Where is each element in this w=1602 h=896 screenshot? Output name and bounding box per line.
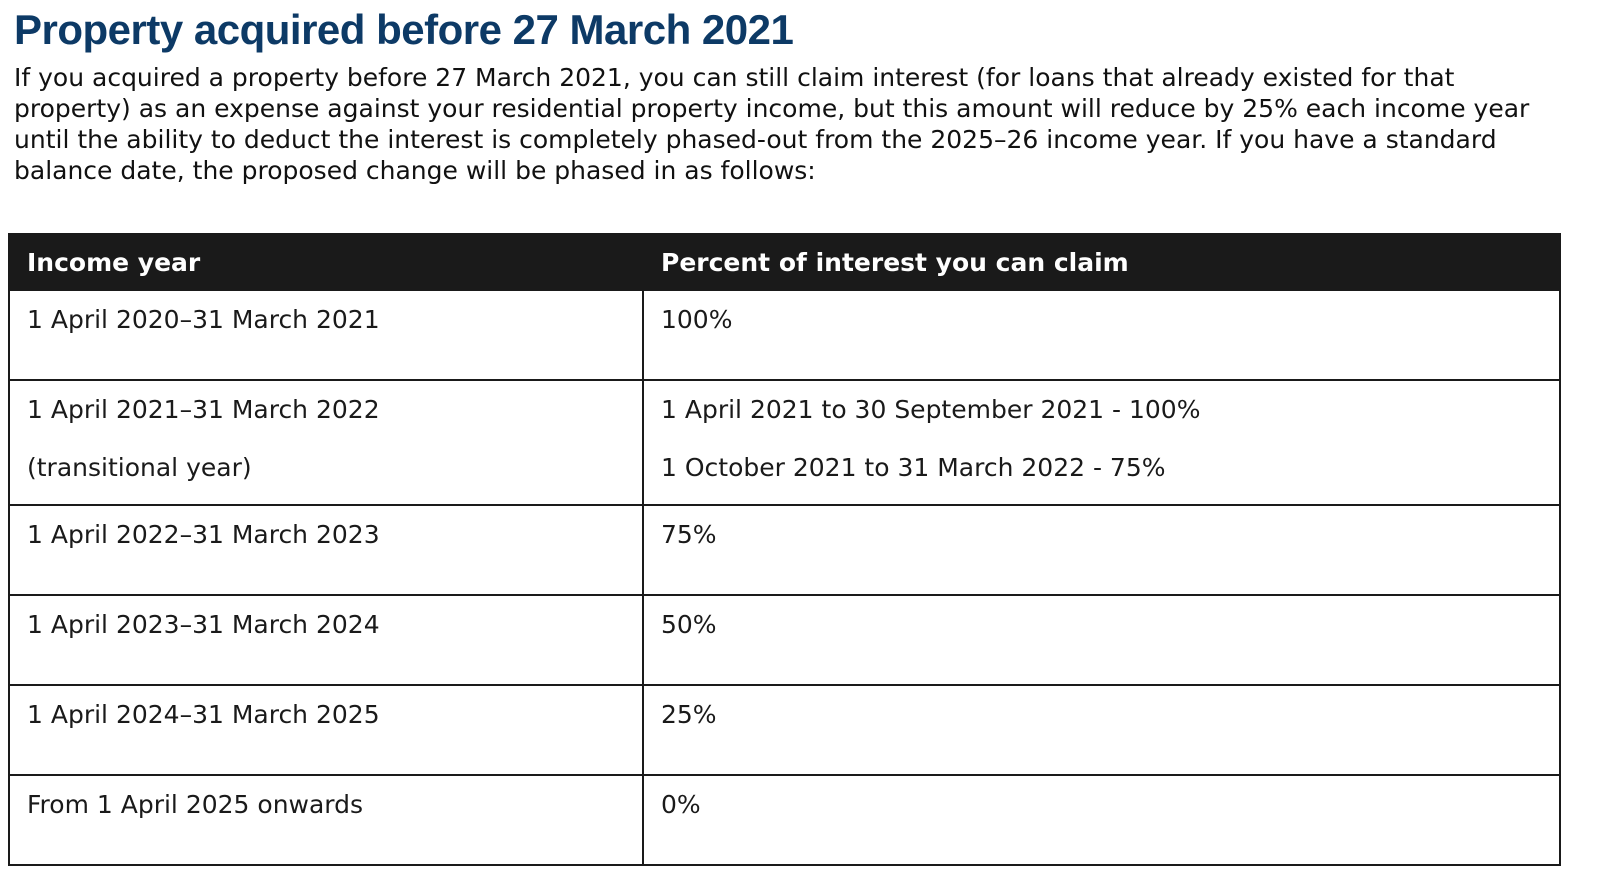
income-year-cell: 1 April 2024–31 March 2025 [8, 684, 644, 776]
table-row: 1 April 2020–31 March 2021 100% [8, 289, 1561, 381]
table-row: From 1 April 2025 onwards 0% [8, 774, 1561, 866]
income-year-text: 1 April 2021–31 March 2022 [27, 395, 380, 424]
percent-cell: 100% [642, 289, 1561, 381]
income-year-cell: 1 April 2021–31 March 2022 (transitional… [8, 379, 644, 506]
page-title: Property acquired before 27 March 2021 [14, 6, 794, 53]
column-header-income-year: Income year [8, 233, 644, 291]
table-row: 1 April 2022–31 March 2023 75% [8, 504, 1561, 596]
table-row: 1 April 2023–31 March 2024 50% [8, 594, 1561, 686]
income-year-cell: 1 April 2022–31 March 2023 [8, 504, 644, 596]
income-year-cell: 1 April 2023–31 March 2024 [8, 594, 644, 686]
percent-cell: 0% [642, 774, 1561, 866]
interest-deduction-table: Income year Percent of interest you can … [8, 233, 1561, 866]
percent-text-line-2: 1 October 2021 to 31 March 2022 - 75% [661, 453, 1166, 482]
percent-cell: 50% [642, 594, 1561, 686]
table-row: 1 April 2021–31 March 2022 (transitional… [8, 379, 1561, 506]
income-year-note: (transitional year) [27, 453, 252, 482]
percent-cell: 75% [642, 504, 1561, 596]
income-year-cell: 1 April 2020–31 March 2021 [8, 289, 644, 381]
intro-paragraph: If you acquired a property before 27 Mar… [14, 63, 1530, 185]
percent-cell: 1 April 2021 to 30 September 2021 - 100%… [642, 379, 1561, 506]
column-header-percent: Percent of interest you can claim [642, 233, 1561, 291]
table-header-row: Income year Percent of interest you can … [8, 233, 1561, 291]
percent-cell: 25% [642, 684, 1561, 776]
table-row: 1 April 2024–31 March 2025 25% [8, 684, 1561, 776]
percent-text: 1 April 2021 to 30 September 2021 - 100% [661, 395, 1201, 424]
income-year-cell: From 1 April 2025 onwards [8, 774, 644, 866]
